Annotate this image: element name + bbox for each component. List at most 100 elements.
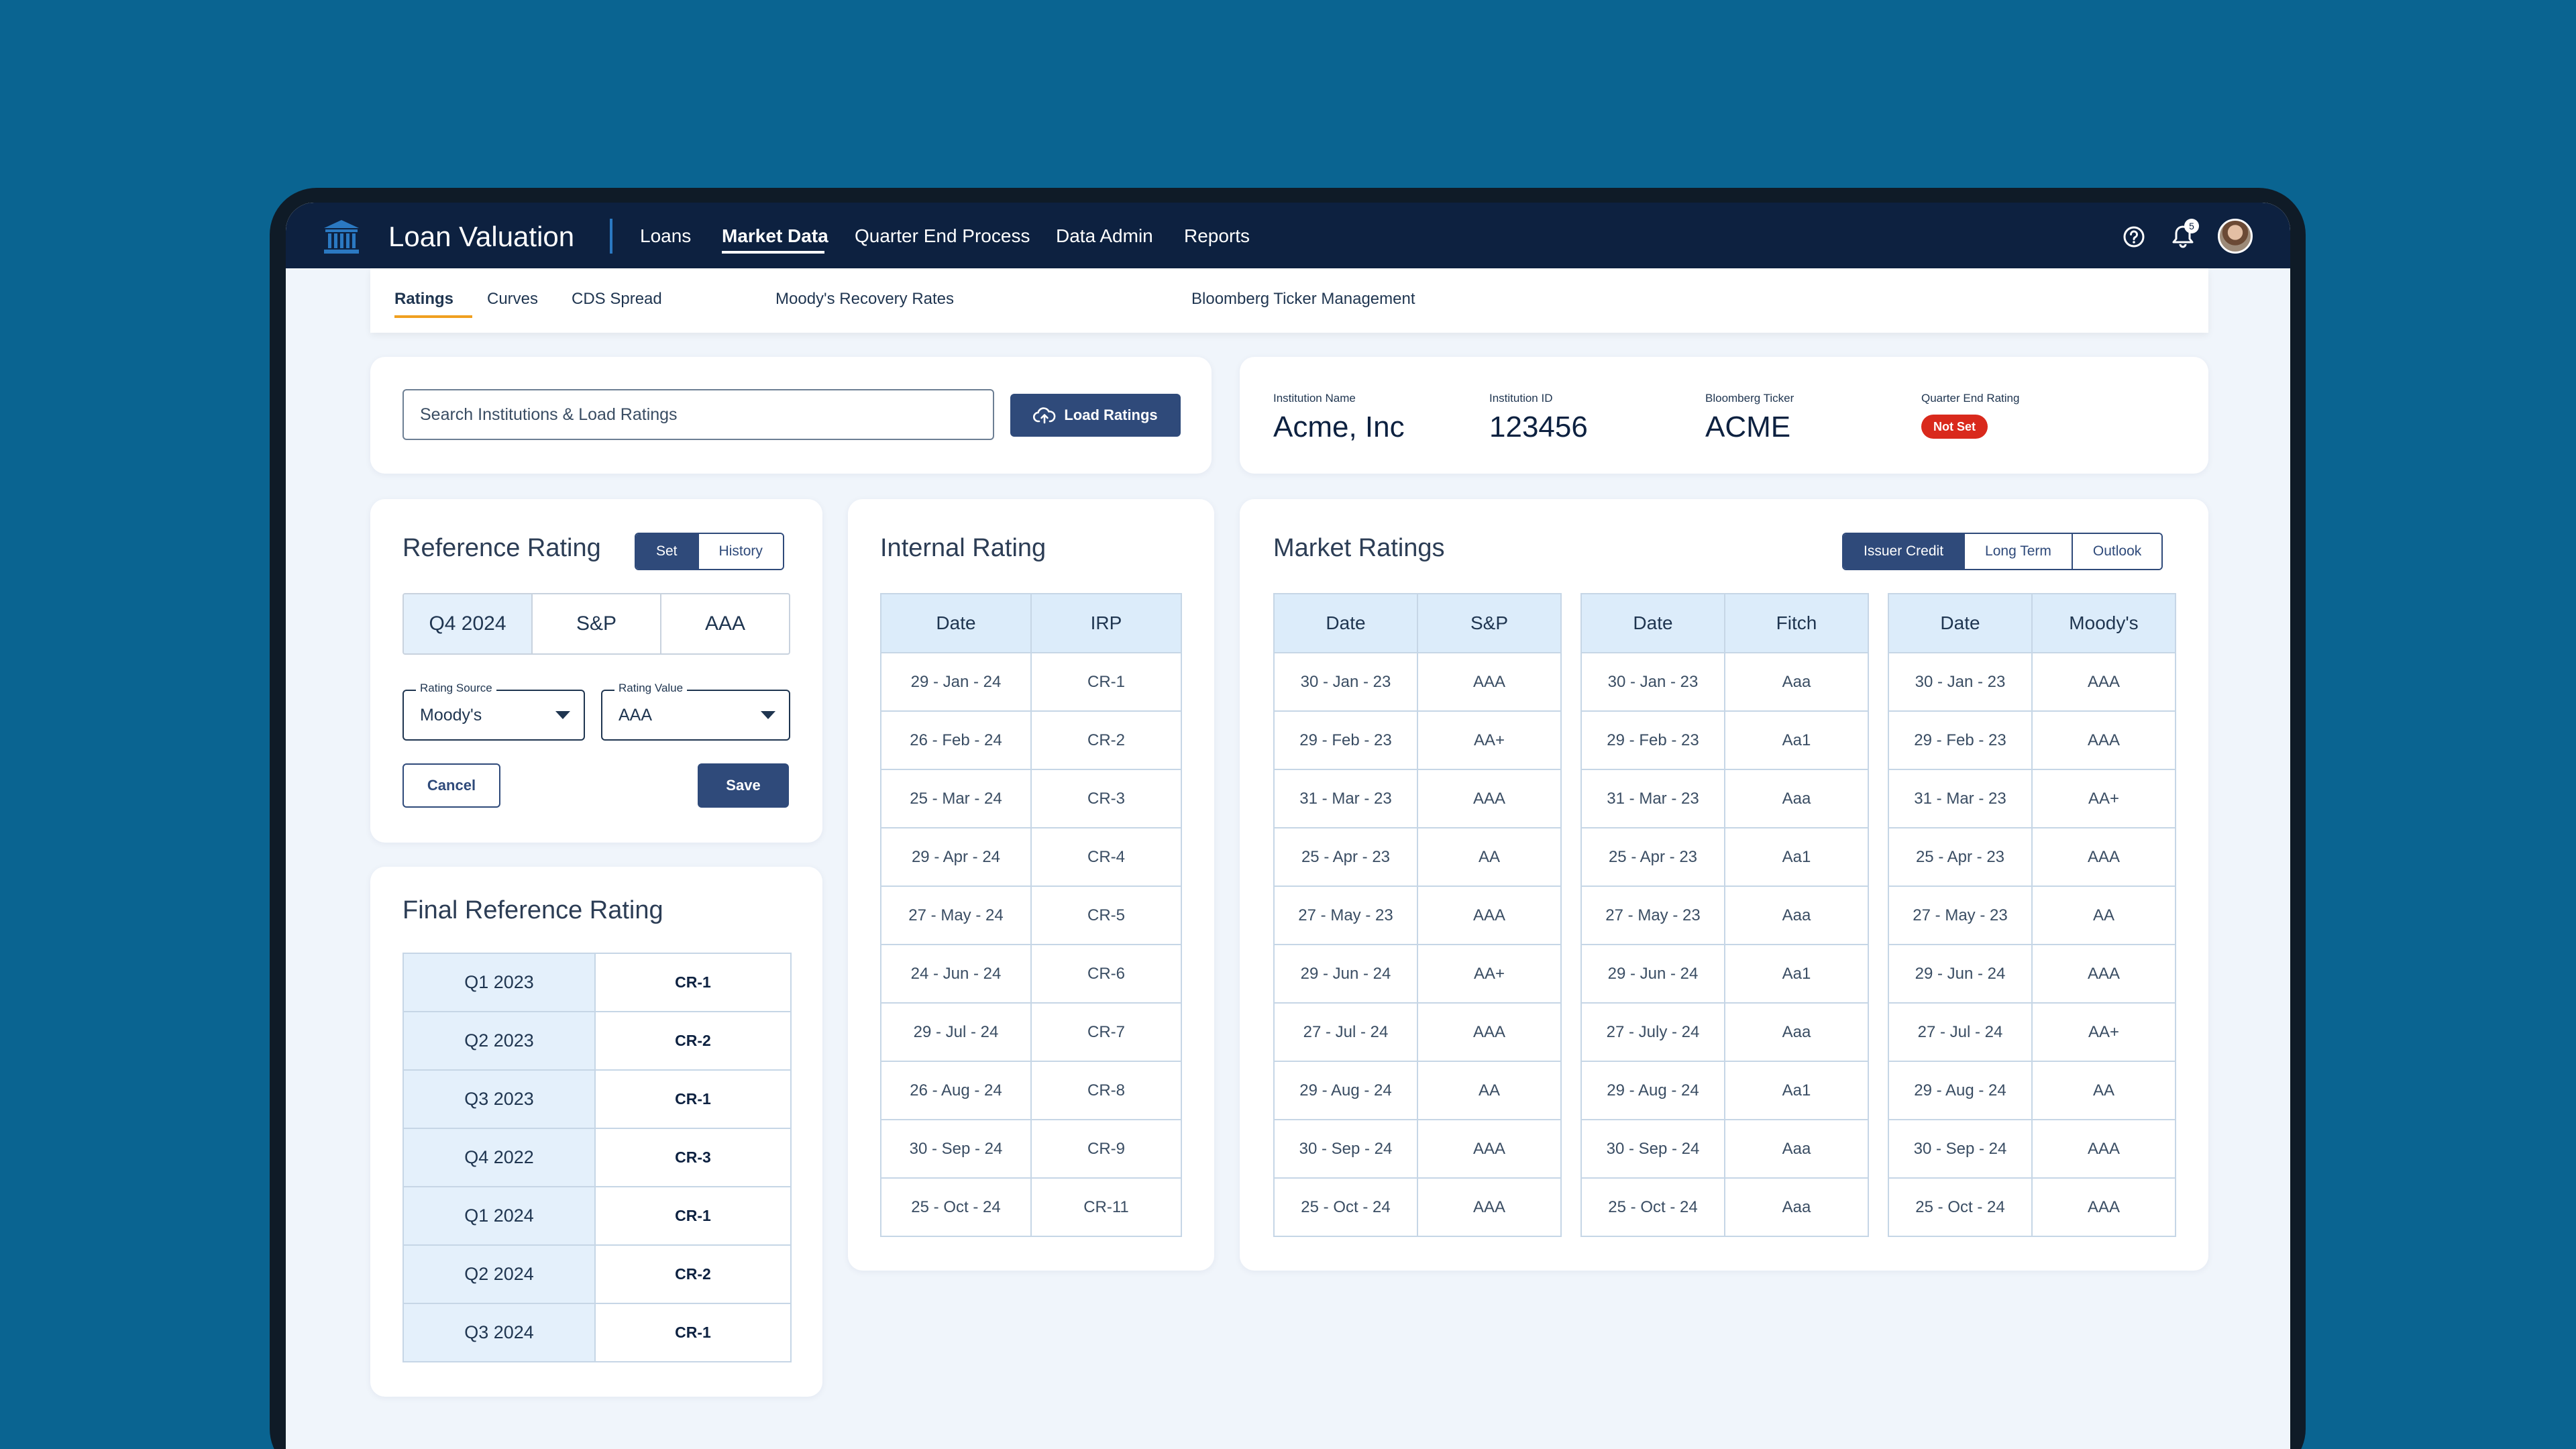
rating-cell: AAA — [2031, 827, 2176, 887]
rating-column-header[interactable]: Fitch — [1724, 593, 1869, 653]
sub-nav-bar: Ratings Curves CDS Spread Moody's Recove… — [370, 268, 2208, 333]
search-institutions-input[interactable] — [402, 389, 994, 440]
table-row[interactable]: 30 - Jan - 23 AAA — [1888, 652, 2176, 712]
rating-cell: Aaa — [1724, 885, 1869, 945]
table-row[interactable]: 27 - May - 24 CR-5 — [880, 885, 1182, 945]
cancel-button[interactable]: Cancel — [402, 763, 500, 808]
date-cell: 30 - Sep - 24 — [880, 1119, 1032, 1179]
table-row[interactable]: 30 - Jan - 23 AAA — [1273, 652, 1562, 712]
table-row[interactable]: 31 - Mar - 23 AA+ — [1888, 769, 2176, 828]
table-row[interactable]: 29 - Jun - 24 AAA — [1888, 944, 2176, 1004]
table-row[interactable]: 29 - Feb - 23 AAA — [1888, 710, 2176, 770]
toggle-history[interactable]: History — [697, 534, 783, 569]
table-row[interactable]: 25 - Oct - 24 CR-11 — [880, 1177, 1182, 1237]
table-row[interactable]: Q2 2024 CR-2 — [402, 1244, 792, 1304]
toggle-issuer-credit[interactable]: Issuer Credit — [1843, 534, 1964, 569]
table-row[interactable]: Q3 2023 CR-1 — [402, 1069, 792, 1129]
table-row[interactable]: 30 - Jan - 23 Aaa — [1580, 652, 1869, 712]
reference-rating-title: Reference Rating — [402, 534, 601, 562]
table-row[interactable]: 25 - Oct - 24 Aaa — [1580, 1177, 1869, 1237]
save-button[interactable]: Save — [698, 763, 789, 808]
table-row[interactable]: 27 - Jul - 24 AAA — [1273, 1002, 1562, 1062]
table-row[interactable]: 29 - Apr - 24 CR-4 — [880, 827, 1182, 887]
rating-cell: AAA — [1417, 652, 1562, 712]
rating-cell: AA+ — [1417, 710, 1562, 770]
nav-loans[interactable]: Loans — [640, 225, 692, 246]
date-column-header[interactable]: Date — [1580, 593, 1725, 653]
rating-value-value: AAA — [619, 706, 653, 724]
frr-quarter: Q1 2023 — [402, 953, 596, 1012]
rating-cell: Aa1 — [1724, 1061, 1869, 1120]
table-row[interactable]: 29 - Jan - 24 CR-1 — [880, 652, 1182, 712]
subnav-curves[interactable]: Curves — [487, 290, 539, 308]
table-row[interactable]: 24 - Jun - 24 CR-6 — [880, 944, 1182, 1004]
rating-cell: AAA — [2031, 1119, 2176, 1179]
table-row[interactable]: 25 - Apr - 23 AA — [1273, 827, 1562, 887]
table-row[interactable]: 25 - Oct - 24 AAA — [1888, 1177, 2176, 1237]
rating-cell: Aa1 — [1724, 944, 1869, 1004]
date-column-header[interactable]: Date — [1888, 593, 2033, 653]
table-row[interactable]: 29 - Jun - 24 AA+ — [1273, 944, 1562, 1004]
date-column-header[interactable]: Date — [880, 593, 1032, 653]
table-row[interactable]: 25 - Apr - 23 AAA — [1888, 827, 2176, 887]
table-row[interactable]: 27 - July - 24 Aaa — [1580, 1002, 1869, 1062]
table-row[interactable]: 27 - May - 23 AAA — [1273, 885, 1562, 945]
table-row[interactable]: Q1 2023 CR-1 — [402, 953, 792, 1012]
table-row[interactable]: 27 - Jul - 24 AA+ — [1888, 1002, 2176, 1062]
toggle-long-term[interactable]: Long Term — [1964, 534, 2072, 569]
table-row[interactable]: 30 - Sep - 24 Aaa — [1580, 1119, 1869, 1179]
table-row[interactable]: 29 - Aug - 24 AA — [1888, 1061, 2176, 1120]
table-row[interactable]: 27 - May - 23 AA — [1888, 885, 2176, 945]
market-ratings-title: Market Ratings — [1273, 534, 1445, 562]
subnav-moodys-recovery-rates[interactable]: Moody's Recovery Rates — [775, 290, 955, 308]
subnav-bloomberg-ticker-management[interactable]: Bloomberg Ticker Management — [1191, 290, 1415, 308]
table-row[interactable]: 25 - Oct - 24 AAA — [1273, 1177, 1562, 1237]
table-row[interactable]: 29 - Feb - 23 Aa1 — [1580, 710, 1869, 770]
rating-column-header[interactable]: S&P — [1417, 593, 1562, 653]
subnav-cds-spread[interactable]: CDS Spread — [572, 290, 662, 308]
nav-data-admin[interactable]: Data Admin — [1056, 225, 1153, 246]
date-cell: 29 - Jun - 24 — [1888, 944, 2033, 1004]
load-ratings-button[interactable]: Load Ratings — [1010, 394, 1181, 437]
table-row[interactable]: 29 - Feb - 23 AA+ — [1273, 710, 1562, 770]
table-row[interactable]: 30 - Sep - 24 CR-9 — [880, 1119, 1182, 1179]
table-row[interactable]: 29 - Jun - 24 Aa1 — [1580, 944, 1869, 1004]
rating-column-header[interactable]: IRP — [1030, 593, 1182, 653]
table-row[interactable]: Q2 2023 CR-2 — [402, 1011, 792, 1071]
rating-cell: Aaa — [1724, 1002, 1869, 1062]
toggle-set[interactable]: Set — [636, 534, 698, 569]
table-row[interactable]: 29 - Jul - 24 CR-7 — [880, 1002, 1182, 1062]
table-row[interactable]: 31 - Mar - 23 AAA — [1273, 769, 1562, 828]
date-cell: 25 - Apr - 23 — [1273, 827, 1418, 887]
table-row[interactable]: Q3 2024 CR-1 — [402, 1303, 792, 1362]
nav-quarter-end-process[interactable]: Quarter End Process — [855, 225, 1030, 246]
toggle-outlook[interactable]: Outlook — [2071, 534, 2162, 569]
rating-column-header[interactable]: Moody's — [2031, 593, 2176, 653]
subnav-ratings[interactable]: Ratings — [394, 290, 454, 308]
table-row[interactable]: 30 - Sep - 24 AAA — [1273, 1119, 1562, 1179]
help-icon[interactable] — [2123, 225, 2145, 248]
date-cell: 25 - Oct - 24 — [1273, 1177, 1418, 1237]
table-row[interactable]: 30 - Sep - 24 AAA — [1888, 1119, 2176, 1179]
table-row[interactable]: Q4 2022 CR-3 — [402, 1128, 792, 1187]
date-cell: 29 - Jul - 24 — [880, 1002, 1032, 1062]
frr-rating: CR-2 — [594, 1244, 792, 1304]
nav-market-data[interactable]: Market Data — [722, 225, 828, 246]
rating-source-select[interactable]: Rating Source Moody's — [402, 682, 585, 741]
table-row[interactable]: 29 - Aug - 24 AA — [1273, 1061, 1562, 1120]
table-row[interactable]: 27 - May - 23 Aaa — [1580, 885, 1869, 945]
date-cell: 29 - Feb - 23 — [1580, 710, 1725, 770]
table-row[interactable]: 31 - Mar - 23 Aaa — [1580, 769, 1869, 828]
notification-count-badge: 5 — [2184, 219, 2199, 233]
table-row[interactable]: 26 - Aug - 24 CR-8 — [880, 1061, 1182, 1120]
table-row[interactable]: 26 - Feb - 24 CR-2 — [880, 710, 1182, 770]
user-avatar[interactable] — [2218, 219, 2253, 254]
nav-reports[interactable]: Reports — [1184, 225, 1250, 246]
table-row[interactable]: Q1 2024 CR-1 — [402, 1186, 792, 1246]
table-row[interactable]: 25 - Apr - 23 Aa1 — [1580, 827, 1869, 887]
table-row[interactable]: 25 - Mar - 24 CR-3 — [880, 769, 1182, 828]
table-row[interactable]: 29 - Aug - 24 Aa1 — [1580, 1061, 1869, 1120]
date-column-header[interactable]: Date — [1273, 593, 1418, 653]
frr-rating: CR-1 — [594, 1069, 792, 1129]
rating-value-select[interactable]: Rating Value AAA — [601, 682, 790, 741]
